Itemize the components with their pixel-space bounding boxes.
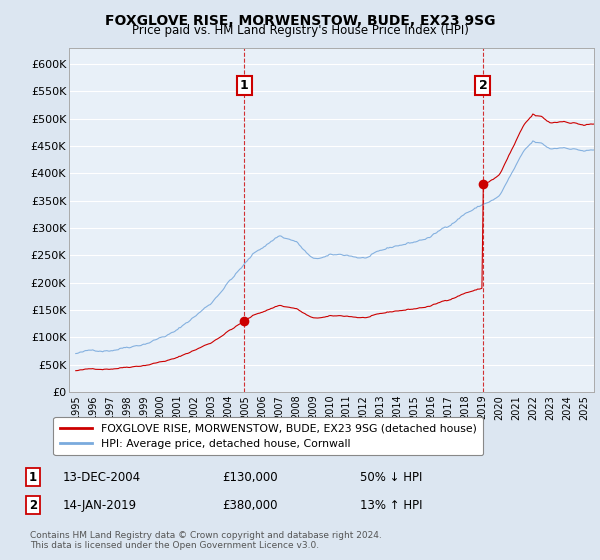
Text: 14-JAN-2019: 14-JAN-2019 [63, 498, 137, 512]
Text: £130,000: £130,000 [222, 470, 278, 484]
Text: 13-DEC-2004: 13-DEC-2004 [63, 470, 141, 484]
Text: 2: 2 [479, 79, 487, 92]
Text: 1: 1 [29, 470, 37, 484]
Text: 50% ↓ HPI: 50% ↓ HPI [360, 470, 422, 484]
Text: 13% ↑ HPI: 13% ↑ HPI [360, 498, 422, 512]
Text: FOXGLOVE RISE, MORWENSTOW, BUDE, EX23 9SG: FOXGLOVE RISE, MORWENSTOW, BUDE, EX23 9S… [105, 14, 495, 28]
Text: Price paid vs. HM Land Registry's House Price Index (HPI): Price paid vs. HM Land Registry's House … [131, 24, 469, 37]
Text: 1: 1 [240, 79, 249, 92]
Text: Contains HM Land Registry data © Crown copyright and database right 2024.
This d: Contains HM Land Registry data © Crown c… [30, 531, 382, 550]
Text: £380,000: £380,000 [222, 498, 277, 512]
Legend: FOXGLOVE RISE, MORWENSTOW, BUDE, EX23 9SG (detached house), HPI: Average price, : FOXGLOVE RISE, MORWENSTOW, BUDE, EX23 9S… [53, 417, 484, 455]
Text: 2: 2 [29, 498, 37, 512]
